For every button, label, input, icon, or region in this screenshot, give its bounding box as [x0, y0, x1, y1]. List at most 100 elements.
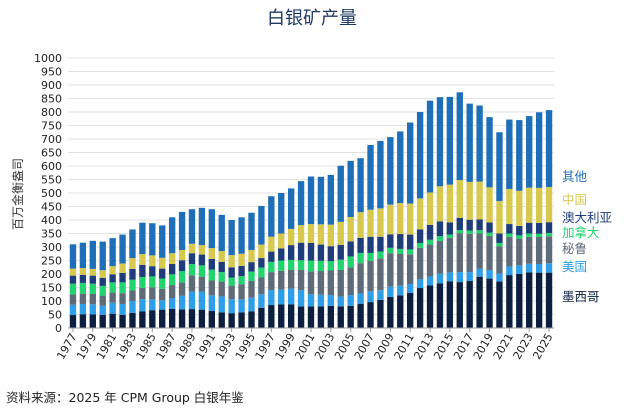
bar-segment: [456, 282, 463, 328]
bar-segment: [407, 254, 414, 284]
bar-segment: [506, 236, 513, 267]
bar-segment: [287, 228, 295, 246]
bar-segment: [496, 281, 503, 328]
bar-segment: [149, 223, 156, 256]
bar-segment: [496, 242, 503, 247]
bar-segment: [238, 312, 245, 328]
bar-segment: [248, 212, 255, 250]
bar-segment: [377, 140, 384, 209]
bar-segment: [466, 233, 473, 273]
bar-segment: [297, 242, 305, 261]
bar-segment: [327, 261, 335, 271]
y-tick-label: 50: [48, 309, 62, 322]
bar-segment: [238, 217, 245, 254]
bar-segment: [506, 119, 513, 189]
bar-segment: [129, 312, 136, 328]
legend-entry: 澳大利亚: [562, 210, 612, 225]
bar-segment: [119, 272, 126, 283]
bar-segment: [99, 277, 106, 286]
bar-segment: [188, 291, 196, 310]
bar-segment: [287, 269, 295, 289]
bar-segment: [446, 272, 454, 282]
bar-segment: [347, 295, 354, 306]
bar-segment: [317, 224, 325, 245]
bar-segment: [337, 296, 344, 307]
bar-segment: [238, 284, 245, 300]
bar-segment: [208, 248, 215, 259]
bar-segment: [387, 247, 394, 254]
bar-segment: [476, 105, 483, 182]
bar-segment: [466, 181, 473, 220]
bar-segment: [317, 271, 325, 295]
bar-segment: [307, 271, 315, 295]
bar-segment: [516, 238, 523, 266]
bar-segment: [198, 309, 206, 328]
bar-segment: [278, 270, 285, 290]
bar-segment: [109, 274, 116, 283]
bar-segment: [535, 272, 543, 328]
bar-segment: [248, 297, 255, 312]
bar-segment: [208, 310, 215, 328]
bar-segment: [208, 258, 215, 270]
bar-segment: [416, 112, 424, 199]
bar-segment: [248, 249, 255, 263]
bar-segment: [367, 302, 374, 328]
bar-segment: [198, 207, 206, 246]
bar-segment: [545, 263, 553, 273]
bar-segment: [278, 233, 285, 249]
bar-segment: [228, 313, 235, 328]
bars: [69, 92, 553, 328]
bar-segment: [168, 253, 176, 265]
bar-segment: [367, 261, 374, 292]
bar-segment: [178, 282, 186, 296]
bar-segment: [178, 249, 186, 261]
bar-segment: [69, 283, 77, 295]
bar-segment: [238, 299, 245, 313]
bar-segment: [119, 314, 126, 328]
bar-segment: [486, 269, 493, 279]
bar-segment: [347, 305, 354, 328]
bar-segment: [188, 209, 196, 244]
bar-segment: [516, 120, 523, 191]
bar-segment: [139, 254, 146, 265]
bar-segment: [317, 260, 325, 272]
bar-segment: [416, 229, 424, 243]
bar-segment: [516, 225, 523, 236]
bar-segment: [436, 186, 444, 222]
bar-segment: [129, 301, 136, 313]
bar-segment: [89, 268, 96, 276]
bar-segment: [496, 132, 503, 202]
bar-segment: [397, 253, 404, 286]
legend-entry: 其他: [562, 169, 588, 184]
bar-segment: [367, 252, 374, 262]
bar-segment: [347, 217, 354, 242]
bar-segment: [526, 263, 533, 273]
bar-segment: [89, 314, 96, 328]
bar-segment: [347, 256, 354, 268]
bar-segment: [119, 234, 126, 264]
y-tick-label: 250: [41, 255, 62, 268]
bar-segment: [208, 280, 215, 296]
bar-segment: [188, 253, 196, 265]
bar-segment: [99, 270, 106, 278]
bar-segment: [99, 305, 106, 315]
bar-segment: [109, 302, 116, 314]
bar-segment: [397, 248, 404, 254]
bar-segment: [238, 276, 245, 285]
bar-segment: [218, 261, 225, 273]
bar-segment: [347, 267, 354, 296]
bar-segment: [198, 254, 206, 266]
bar-segment: [377, 251, 384, 259]
bar-segment: [545, 236, 553, 264]
legend-entry: 加拿大: [562, 225, 600, 240]
bar-segment: [119, 303, 126, 315]
bar-segment: [327, 246, 335, 262]
bar-segment: [377, 236, 384, 252]
bar-segment: [436, 241, 444, 274]
bar-segment: [129, 229, 136, 259]
bar-segment: [516, 190, 523, 226]
bar-segment: [228, 277, 235, 286]
bar-segment: [109, 266, 116, 275]
bar-segment: [416, 279, 424, 289]
